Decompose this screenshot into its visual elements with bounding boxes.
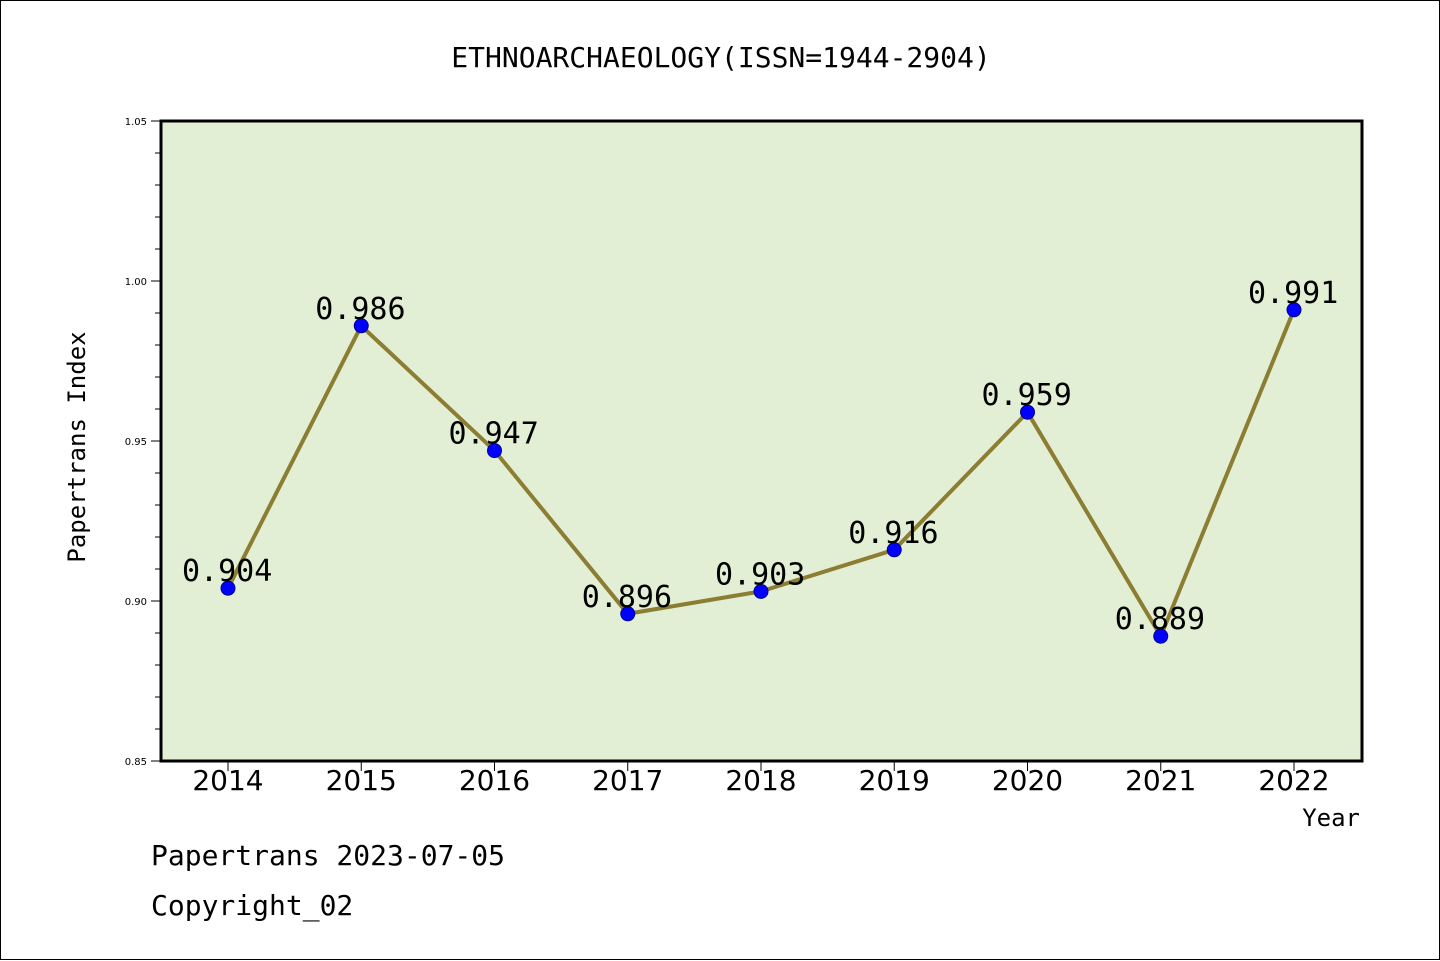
data-point (620, 606, 636, 622)
data-label: 0.904 (182, 554, 272, 589)
chart-title: ETHNOARCHAEOLOGY(ISSN=1944-2904) (451, 41, 990, 74)
data-label: 0.986 (315, 292, 405, 327)
footer-date: Papertrans 2023-07-05 (151, 839, 505, 872)
y-tick-label: 1.05 (125, 117, 147, 128)
x-axis: 2014 2015 2016 2017 2018 2019 2020 2021 2022 (192, 761, 1330, 797)
y-axis-label: Papertrans Index (63, 331, 91, 562)
x-tick-label: 2022 (1258, 764, 1329, 797)
data-label: 0.896 (582, 580, 672, 615)
y-tick-label: 0.85 (125, 757, 147, 768)
data-point (487, 443, 502, 459)
data-point (753, 583, 769, 599)
y-tick-label: 0.90 (125, 597, 147, 608)
y-tick-label: 0.95 (125, 437, 147, 448)
y-tick-label: 1.00 (125, 277, 147, 288)
data-label: 0.959 (982, 378, 1072, 413)
data-point (1286, 302, 1302, 318)
data-point (353, 318, 369, 334)
x-tick-label: 2017 (592, 764, 663, 797)
data-label: 0.916 (848, 516, 938, 551)
data-label: 0.947 (449, 417, 539, 452)
footer-copyright: Copyright_02 (151, 889, 353, 923)
data-point (220, 580, 236, 596)
data-point (1020, 404, 1035, 420)
x-tick-label: 2015 (326, 764, 397, 797)
y-axis: 0.85 0.90 0.95 1.00 1.05 (125, 117, 161, 768)
x-tick-label: 2020 (992, 764, 1063, 797)
data-labels: 0.904 0.986 0.947 0.896 0.903 0.916 0.959 0.889… (182, 276, 1338, 637)
data-label: 0.889 (1115, 602, 1205, 637)
x-tick-label: 2019 (859, 764, 930, 797)
data-label: 0.903 (715, 557, 805, 592)
data-label: 0.991 (1248, 276, 1338, 311)
x-tick-label: 2021 (1125, 764, 1196, 797)
data-point (1153, 628, 1169, 644)
x-axis-label: Year (1302, 804, 1360, 832)
x-tick-label: 2014 (192, 764, 263, 797)
x-tick-label: 2018 (725, 764, 796, 797)
plot-area (159, 119, 1364, 763)
series-markers (220, 302, 1302, 644)
x-tick-label: 2016 (459, 764, 530, 797)
data-point (886, 542, 902, 558)
